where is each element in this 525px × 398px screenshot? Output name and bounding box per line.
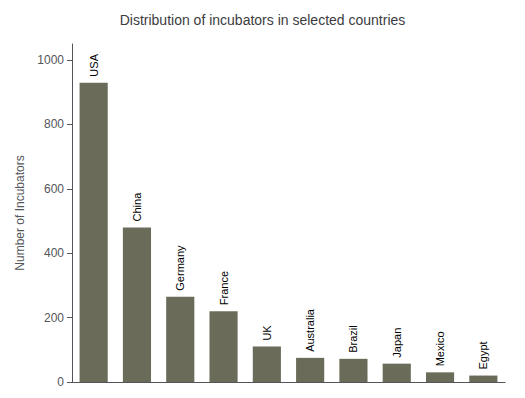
svg-text:China: China (131, 192, 143, 222)
svg-text:200: 200 (44, 311, 64, 325)
svg-text:Brazil: Brazil (347, 325, 359, 353)
svg-text:600: 600 (44, 182, 64, 196)
svg-text:Mexico: Mexico (434, 331, 446, 366)
svg-text:0: 0 (57, 375, 64, 389)
svg-text:800: 800 (44, 117, 64, 131)
svg-text:UK: UK (261, 325, 273, 341)
svg-text:Distribution of incubators in: Distribution of incubators in selected c… (120, 12, 406, 28)
svg-text:Germany: Germany (174, 245, 186, 291)
svg-text:400: 400 (44, 246, 64, 260)
svg-text:USA: USA (88, 53, 100, 76)
svg-text:Number of Incubators: Number of Incubators (13, 155, 27, 270)
svg-text:Australia: Australia (304, 308, 316, 352)
svg-text:Japan: Japan (391, 328, 403, 358)
svg-text:Egypt: Egypt (477, 341, 489, 369)
svg-text:1000: 1000 (37, 53, 64, 67)
svg-text:France: France (218, 271, 230, 305)
